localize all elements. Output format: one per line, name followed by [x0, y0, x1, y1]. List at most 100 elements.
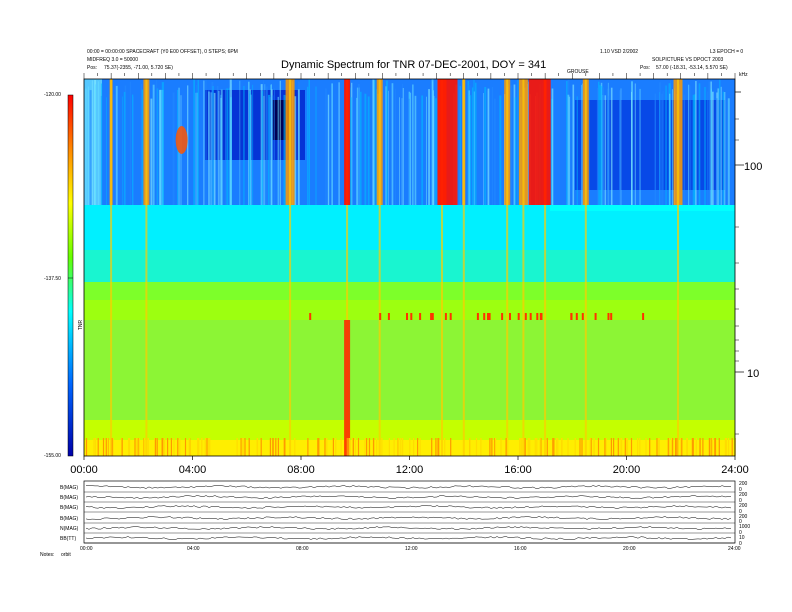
heatmap-fringe — [597, 438, 600, 456]
heatmap-streak — [661, 93, 663, 205]
heatmap-streak — [203, 80, 205, 205]
heatmap-fringe — [167, 438, 169, 456]
heatmap-streak — [359, 91, 362, 205]
heatmap-dot — [487, 313, 489, 320]
heatmap-streak — [263, 95, 265, 205]
heatmap-band — [84, 205, 735, 250]
heatmap-streak — [672, 89, 673, 205]
heatmap-fringe — [494, 438, 497, 456]
heatmap-fringe — [590, 438, 592, 456]
heatmap-streak — [218, 90, 220, 205]
heatmap-patch — [550, 205, 735, 211]
heatmap-streak — [426, 96, 427, 205]
heatmap-fringe — [605, 438, 607, 456]
heatmap-streak — [385, 80, 388, 205]
heatmap-fringe — [656, 438, 658, 456]
heatmap-fringe — [649, 438, 651, 456]
heatmap-streak — [421, 95, 424, 205]
bottom-row-label-2: B(MAG) — [60, 495, 79, 501]
heatmap-streak — [690, 85, 691, 205]
heatmap-fringe — [711, 438, 713, 456]
heatmap-dot — [570, 313, 573, 320]
heatmap-streak — [639, 88, 641, 205]
heatmap-streak — [395, 88, 396, 205]
heatmap-streak — [226, 88, 229, 205]
heatmap-streak — [196, 85, 197, 205]
heatmap-streak — [210, 92, 213, 205]
heatmap-fringe — [450, 438, 452, 456]
heatmap-streak — [338, 82, 340, 205]
heatmap-streak — [331, 83, 333, 205]
emission-streak — [677, 79, 679, 456]
right-scale-label-0: 200 — [739, 481, 748, 487]
right-scale-label-4: 200 — [739, 503, 748, 509]
heatmap-streak — [468, 90, 470, 205]
heatmap-streak — [94, 79, 96, 205]
heatmap-area — [84, 79, 736, 456]
heatmap-fringe — [248, 438, 250, 456]
heatmap-streak — [473, 79, 475, 205]
heatmap-fringe — [524, 438, 526, 456]
emission-streak — [506, 79, 509, 456]
heatmap-dot — [517, 313, 520, 320]
heatmap-fringe — [519, 438, 521, 456]
heatmap-fringe — [317, 438, 319, 456]
heatmap-streak — [220, 97, 222, 205]
heatmap-streak — [249, 90, 251, 205]
heatmap-fringe — [680, 438, 682, 456]
heatmap-fringe — [102, 438, 105, 456]
heatmap-streak — [683, 94, 685, 205]
heatmap-streak — [216, 85, 219, 205]
right-scale-label-10: 10 — [739, 535, 745, 541]
heatmap-streak — [197, 79, 199, 205]
x-tick-label: 24:00 — [721, 464, 749, 476]
heatmap-streak — [388, 90, 389, 205]
heatmap-fringe — [162, 438, 164, 456]
heatmap-streak — [271, 84, 272, 205]
heatmap-fringe — [105, 438, 107, 456]
heatmap-dot — [610, 313, 613, 320]
heatmap-fringe — [610, 438, 612, 456]
x-tick-label: 04:00 — [179, 464, 207, 476]
heatmap-fringe — [137, 438, 139, 456]
y-tick-label-10: 10 — [747, 368, 759, 380]
heatmap-streak — [414, 95, 417, 205]
heatmap-fringe — [163, 438, 166, 456]
heatmap-fringe — [170, 438, 172, 456]
heatmap-fringe — [552, 438, 554, 456]
heatmap-fringe — [147, 438, 149, 456]
heatmap-streak — [229, 79, 232, 205]
bottom-timeseries-panel — [83, 480, 736, 544]
heatmap-streak — [239, 80, 241, 205]
heatmap-streak — [159, 89, 162, 205]
heatmap-streak — [722, 91, 724, 205]
heatmap-streak — [434, 98, 437, 205]
heatmap-fringe — [435, 438, 437, 456]
heatmap-fringe — [284, 438, 286, 456]
heatmap-fringe — [727, 438, 730, 456]
heatmap-dot — [509, 313, 511, 320]
heatmap-fringe — [529, 438, 531, 456]
heatmap-fringe — [444, 438, 446, 456]
heatmap-streak — [228, 87, 230, 205]
heatmap-fringe — [179, 438, 181, 456]
heatmap-streak — [372, 79, 375, 205]
heatmap-fringe — [500, 438, 502, 456]
heatmap-streak — [150, 98, 153, 205]
heatmap-dot — [540, 313, 543, 320]
heatmap-streak — [243, 85, 245, 205]
heatmap-band — [84, 420, 735, 440]
heatmap-streak — [193, 79, 195, 205]
heatmap-streak — [115, 85, 118, 205]
heatmap-fringe — [556, 438, 558, 456]
heatmap-fringe — [393, 438, 395, 456]
heatmap-fringe — [567, 438, 569, 456]
bottom-x-label-3: 12:00 — [405, 546, 418, 552]
right-scale-label-6: 200 — [739, 514, 748, 520]
heatmap-fringe — [626, 438, 629, 456]
heatmap-fringe — [335, 438, 337, 456]
panel-trace — [85, 526, 732, 530]
heatmap-streak — [208, 91, 210, 205]
heatmap-fringe — [398, 438, 400, 456]
heatmap-streak — [133, 96, 135, 205]
